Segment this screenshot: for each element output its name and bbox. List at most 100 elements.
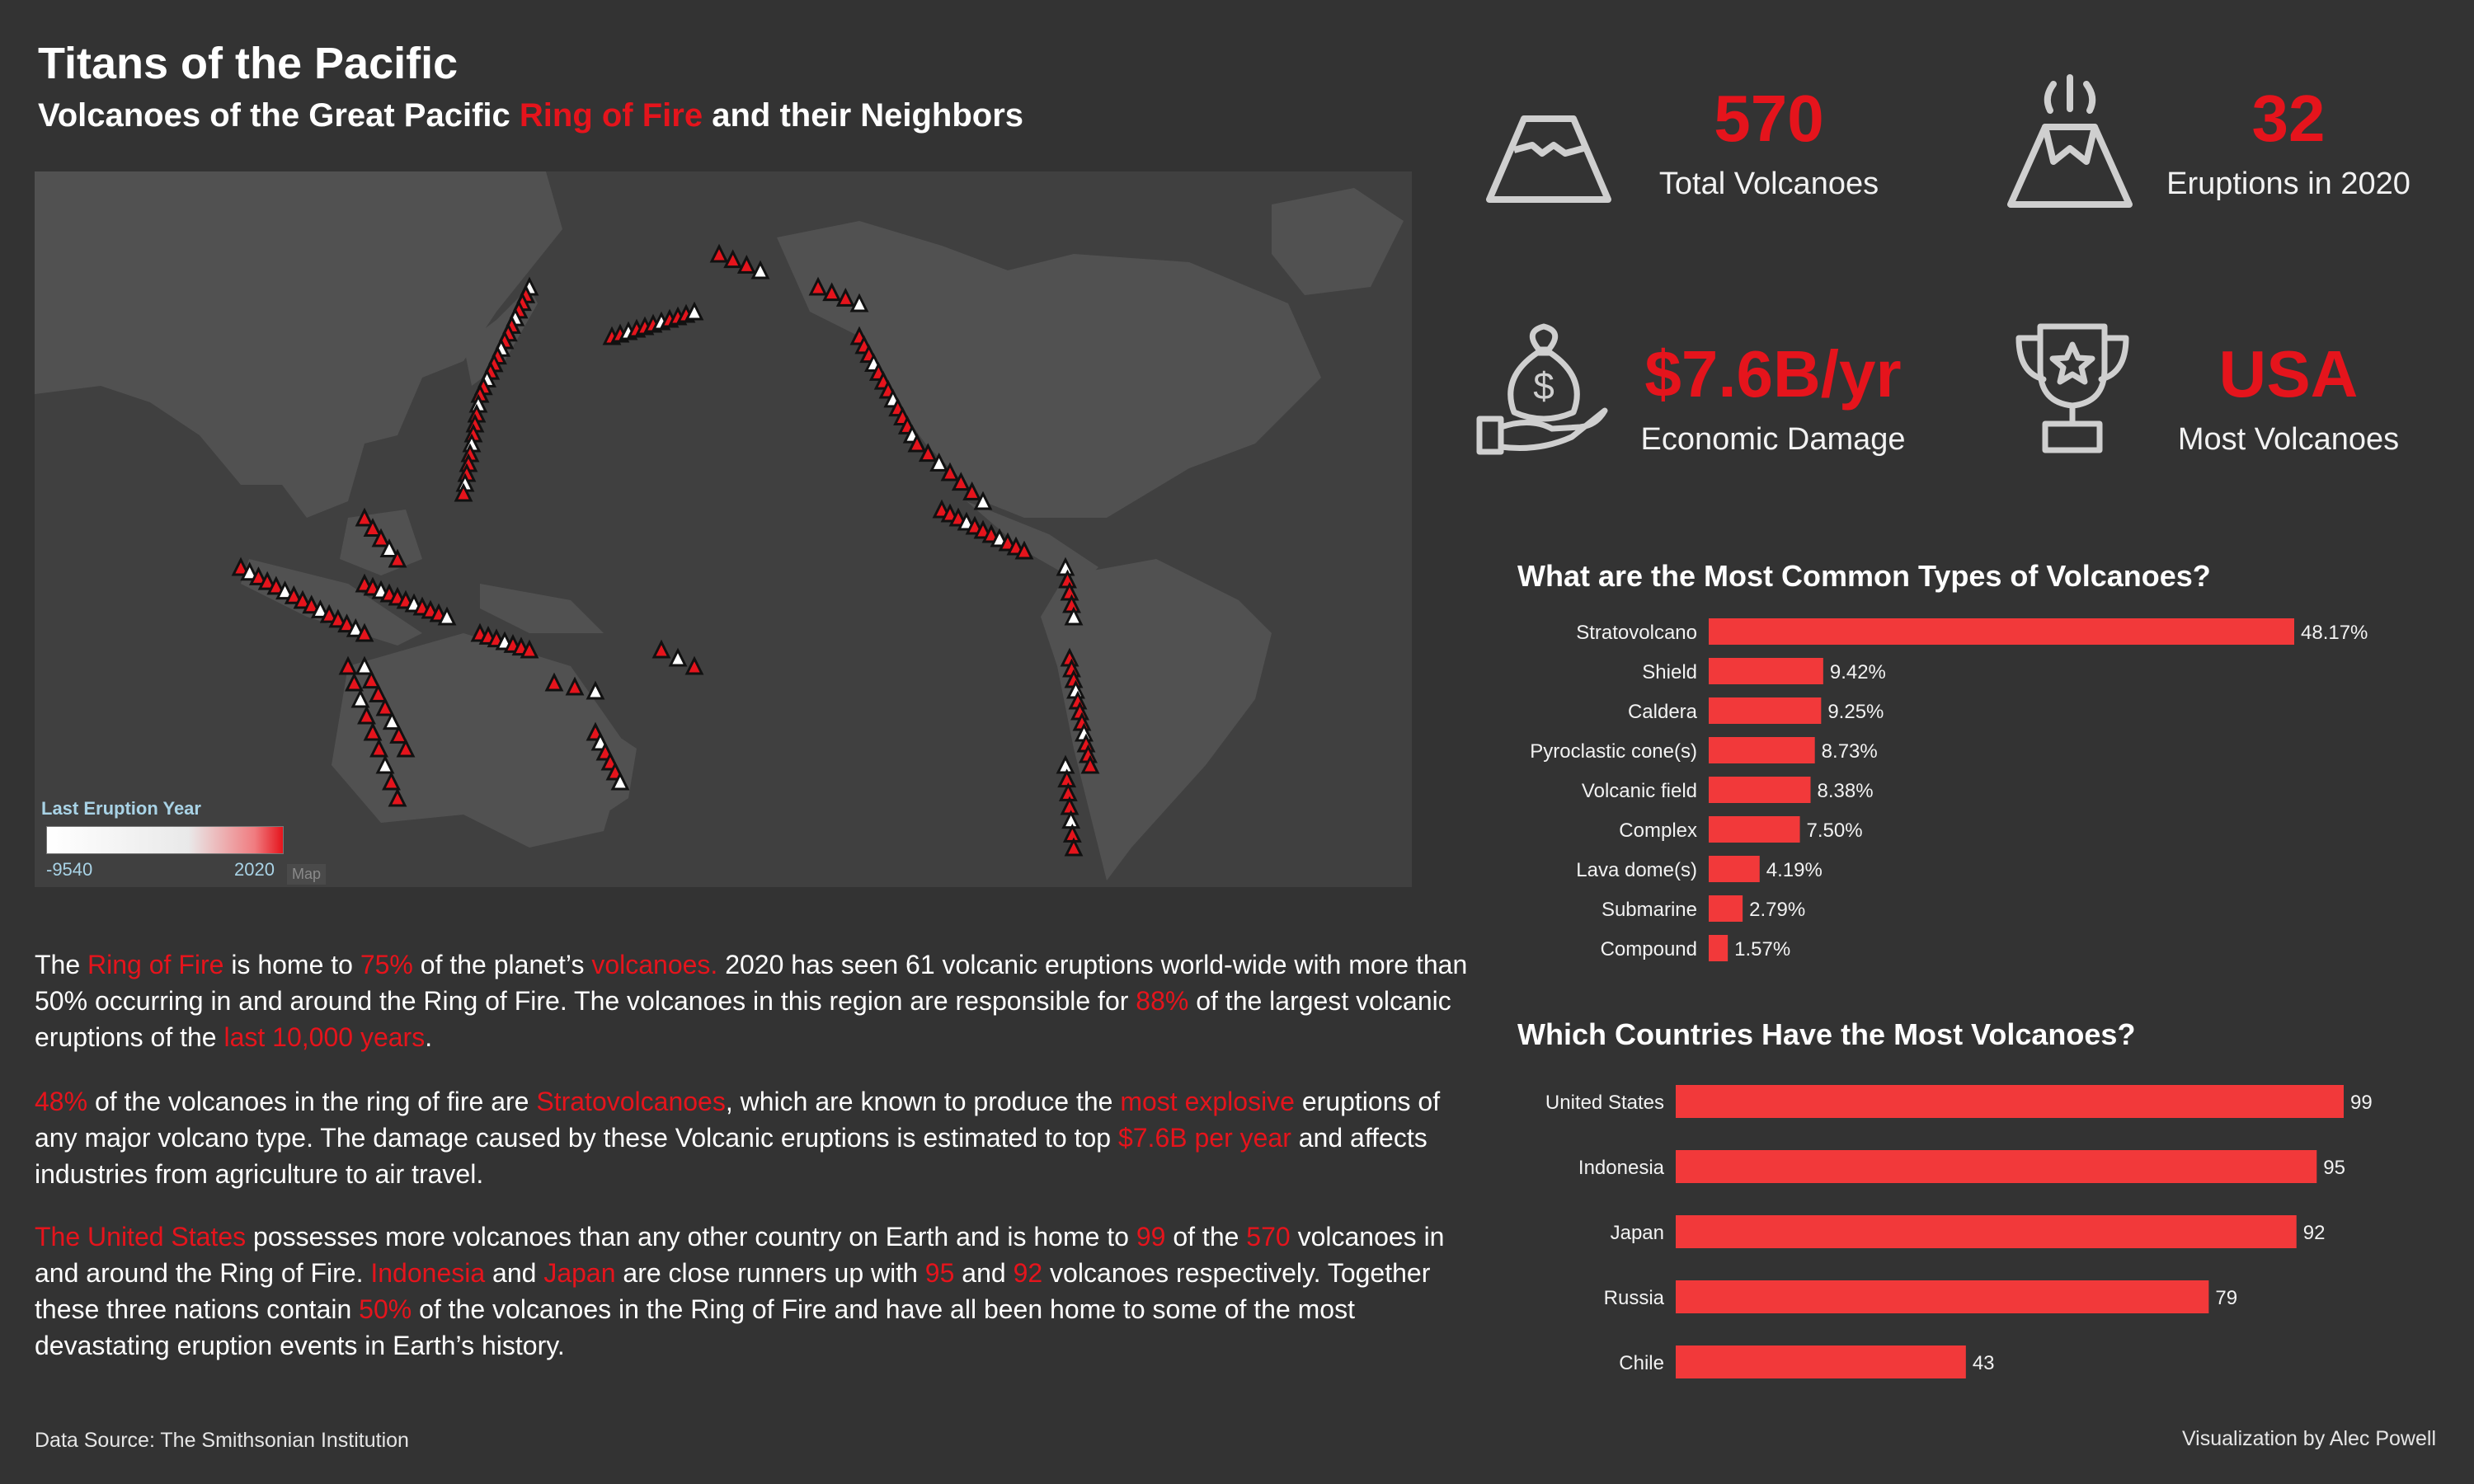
volcano-marker[interactable] xyxy=(249,566,268,585)
bar[interactable] xyxy=(1676,1085,2344,1118)
volcano-marker[interactable] xyxy=(520,639,539,659)
highlight-text: Indonesia xyxy=(370,1258,486,1288)
volcano-marker[interactable] xyxy=(962,481,982,500)
volcano-marker[interactable] xyxy=(1014,540,1034,560)
value-label: 92 xyxy=(2303,1222,2326,1244)
volcano-marker[interactable] xyxy=(1064,837,1084,857)
bar[interactable] xyxy=(1676,1280,2209,1313)
bar[interactable] xyxy=(1709,618,2294,645)
volcano-marker[interactable] xyxy=(940,462,960,481)
volcano-marker[interactable] xyxy=(907,433,927,453)
bar[interactable] xyxy=(1709,697,1822,724)
volcano-marker[interactable] xyxy=(382,771,401,791)
volcano-marker[interactable] xyxy=(231,556,251,576)
volcano-marker[interactable] xyxy=(973,491,993,510)
kpi-value-eruptions: 32 xyxy=(2251,82,2326,155)
volcano-marker[interactable] xyxy=(849,293,869,312)
legend-max-label: 2020 xyxy=(234,859,275,880)
volcano-map[interactable] xyxy=(35,171,1412,887)
volcano-marker[interactable] xyxy=(355,622,374,642)
volcano-marker[interactable] xyxy=(389,724,409,744)
volcano-marker[interactable] xyxy=(363,721,383,741)
bar[interactable] xyxy=(1709,935,1729,961)
body-text: of the volcanoes in the ring of fire are xyxy=(87,1087,537,1116)
legend-title: Last Eruption Year xyxy=(41,798,201,819)
land-asia xyxy=(35,171,562,518)
volcano-marker[interactable] xyxy=(1056,754,1075,774)
volcano-marker[interactable] xyxy=(396,738,416,758)
volcano-marker[interactable] xyxy=(293,589,313,609)
volcano-marker[interactable] xyxy=(369,683,388,702)
volcano-marker[interactable] xyxy=(328,608,348,628)
highlight-text: Japan xyxy=(543,1258,616,1288)
legend-color-ramp xyxy=(46,826,284,854)
volcano-marker[interactable] xyxy=(355,507,374,527)
volcano-marker[interactable] xyxy=(586,680,605,700)
volcano-marker[interactable] xyxy=(240,561,260,581)
volcano-marker[interactable] xyxy=(544,672,564,692)
volcano-marker[interactable] xyxy=(375,697,395,716)
credit: Visualization by Alec Powell xyxy=(2181,1427,2436,1450)
volcano-marker[interactable] xyxy=(709,243,729,263)
volcano-marker[interactable] xyxy=(369,738,388,758)
volcano-marker[interactable] xyxy=(311,599,330,618)
volcano-marker[interactable] xyxy=(337,613,356,633)
types-chart-title: What are the Most Common Types of Volcan… xyxy=(1517,559,2211,593)
volcano-marker[interactable] xyxy=(375,754,395,774)
volcano-marker[interactable] xyxy=(668,647,688,667)
volcano-marker[interactable] xyxy=(437,606,457,626)
volcano-marker[interactable] xyxy=(361,669,381,689)
bar[interactable] xyxy=(1676,1215,2297,1248)
bar[interactable] xyxy=(1709,816,1800,843)
volcano-marker[interactable] xyxy=(610,771,630,791)
volcano-marker[interactable] xyxy=(822,282,842,302)
volcano-marker[interactable] xyxy=(350,688,370,708)
volcano-marker[interactable] xyxy=(736,254,756,274)
volcano-marker[interactable] xyxy=(835,287,855,307)
volcano-marker[interactable] xyxy=(382,711,402,730)
paragraph-countries: The United States possesses more volcano… xyxy=(35,1219,1470,1364)
volcano-marker[interactable] xyxy=(723,249,743,269)
volcano-marker[interactable] xyxy=(345,672,364,692)
bar[interactable] xyxy=(1709,777,1811,803)
legend-min-label: -9540 xyxy=(46,859,93,880)
volcano-marker[interactable] xyxy=(346,618,365,637)
bar[interactable] xyxy=(1676,1345,1966,1378)
volcano-marker[interactable] xyxy=(371,528,391,547)
volcano-marker[interactable] xyxy=(565,676,585,696)
volcano-marker[interactable] xyxy=(302,594,322,614)
volcano-marker[interactable] xyxy=(266,575,286,595)
bar[interactable] xyxy=(1709,856,1760,882)
volcano-marker[interactable] xyxy=(363,518,383,537)
bar[interactable] xyxy=(1709,895,1743,922)
volcano-marker[interactable] xyxy=(257,571,277,590)
volcano-marker[interactable] xyxy=(379,538,399,557)
volcano-marker[interactable] xyxy=(651,639,671,659)
volcano-marker[interactable] xyxy=(684,301,704,321)
volcano-marker[interactable] xyxy=(918,443,938,463)
category-label: Indonesia xyxy=(1578,1157,1665,1179)
volcano-marker[interactable] xyxy=(454,482,473,502)
countries-chart-title: Which Countries Have the Most Volcanoes? xyxy=(1517,1017,2136,1051)
body-text: , which are known to produce the xyxy=(725,1087,1121,1116)
volcano-marker[interactable] xyxy=(275,580,294,600)
bar[interactable] xyxy=(1709,737,1815,763)
volcano-marker[interactable] xyxy=(684,655,704,675)
bar[interactable] xyxy=(1709,658,1823,684)
volcano-marker[interactable] xyxy=(1064,606,1084,626)
volcano-marker[interactable] xyxy=(388,548,407,568)
volcano-marker[interactable] xyxy=(357,705,376,725)
volcano-marker[interactable] xyxy=(929,452,949,472)
volcano-marker[interactable] xyxy=(1080,754,1100,774)
volcano-marker[interactable] xyxy=(951,472,971,491)
volcano-marker[interactable] xyxy=(750,260,770,279)
paragraph-ring-of-fire: The Ring of Fire is home to 75% of the p… xyxy=(35,946,1470,1055)
volcano-marker[interactable] xyxy=(338,655,358,675)
bar[interactable] xyxy=(1676,1150,2317,1183)
value-label: 7.50% xyxy=(1807,819,1863,842)
volcano-marker[interactable] xyxy=(319,603,339,623)
volcano-marker[interactable] xyxy=(355,655,374,675)
volcano-marker[interactable] xyxy=(284,585,303,604)
volcano-marker[interactable] xyxy=(388,787,407,807)
volcano-marker[interactable] xyxy=(808,276,828,296)
